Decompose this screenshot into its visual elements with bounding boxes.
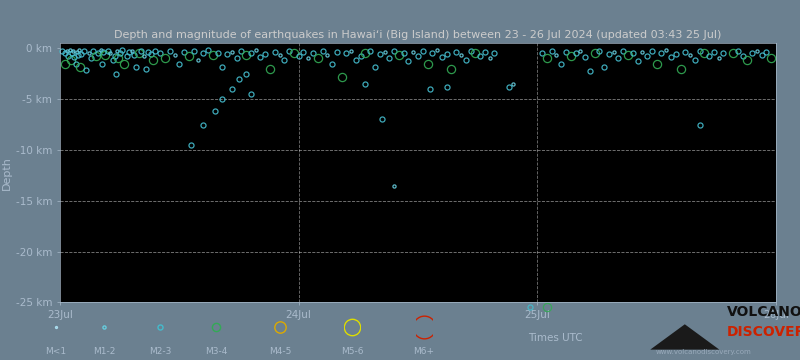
Title: Depth and magnitude of earthquakes in Hawaiʻi (Big Island) between 23 - 26 Jul 2: Depth and magnitude of earthquakes in Ha… xyxy=(114,30,722,40)
Text: M5-6: M5-6 xyxy=(341,347,363,356)
Y-axis label: Depth: Depth xyxy=(2,156,12,190)
Text: www.volcanodiscovery.com: www.volcanodiscovery.com xyxy=(656,350,752,355)
Text: M<1: M<1 xyxy=(46,347,66,356)
Text: VOLCANO: VOLCANO xyxy=(727,305,800,319)
Text: M2-3: M2-3 xyxy=(149,347,171,356)
Text: M6+: M6+ xyxy=(414,347,434,356)
Polygon shape xyxy=(650,324,719,350)
Text: M4-5: M4-5 xyxy=(269,347,291,356)
Text: M3-4: M3-4 xyxy=(205,347,227,356)
Text: DISCOVERY: DISCOVERY xyxy=(727,325,800,339)
Text: Times UTC: Times UTC xyxy=(528,333,582,343)
Text: M1-2: M1-2 xyxy=(93,347,115,356)
